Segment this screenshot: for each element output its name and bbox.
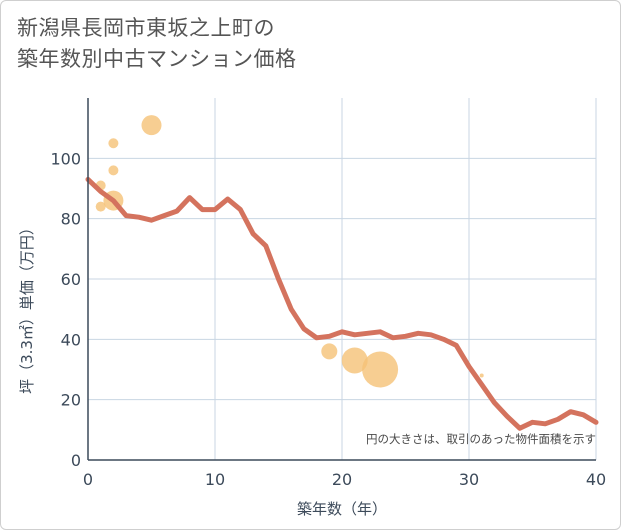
axes (87, 98, 596, 461)
x-tick-label-20: 20 (332, 470, 352, 489)
x-axis-label: 築年数（年） (297, 500, 387, 518)
x-tick-label-0: 0 (83, 470, 93, 489)
x-tick-label-10: 10 (205, 470, 225, 489)
chart-title-line-2: 築年数別中古マンション価格 (17, 47, 297, 71)
y-tick-label-100: 100 (50, 149, 81, 168)
y-tick-label-40: 40 (61, 330, 81, 349)
bubble-point-5 (141, 115, 162, 136)
bubble-size-note: 円の大きさは、取引のあった物件面積を示す (366, 432, 596, 446)
y-tick-label-80: 80 (61, 210, 81, 229)
bubble-point-1 (95, 201, 106, 212)
y-tick-label-20: 20 (61, 391, 81, 410)
chart-title: 新潟県長岡市東坂之上町の 築年数別中古マンション価格 (17, 13, 297, 75)
bubble-point-2 (108, 138, 119, 149)
bubble-point-6 (321, 343, 338, 360)
y-tick-label-60: 60 (61, 270, 81, 289)
chart-title-line-1: 新潟県長岡市東坂之上町の (17, 16, 275, 40)
y-axis-label: 坪（3.3㎡）単価（万円） (18, 220, 36, 394)
x-tick-label-40: 40 (586, 470, 606, 489)
grid-lines (88, 98, 597, 460)
tick-labels: 0 10 20 30 40 0 20 40 60 80 100 (50, 149, 606, 489)
bubble-point-7 (341, 347, 368, 374)
bubble-point-9 (479, 373, 484, 378)
bubble-point-3 (108, 165, 119, 176)
price-line-series (85, 176, 599, 431)
bubble-point-8 (362, 351, 399, 388)
price-line (85, 176, 599, 431)
bubble-series (95, 115, 484, 388)
y-tick-label-0: 0 (71, 451, 81, 470)
x-tick-label-30: 30 (459, 470, 479, 489)
